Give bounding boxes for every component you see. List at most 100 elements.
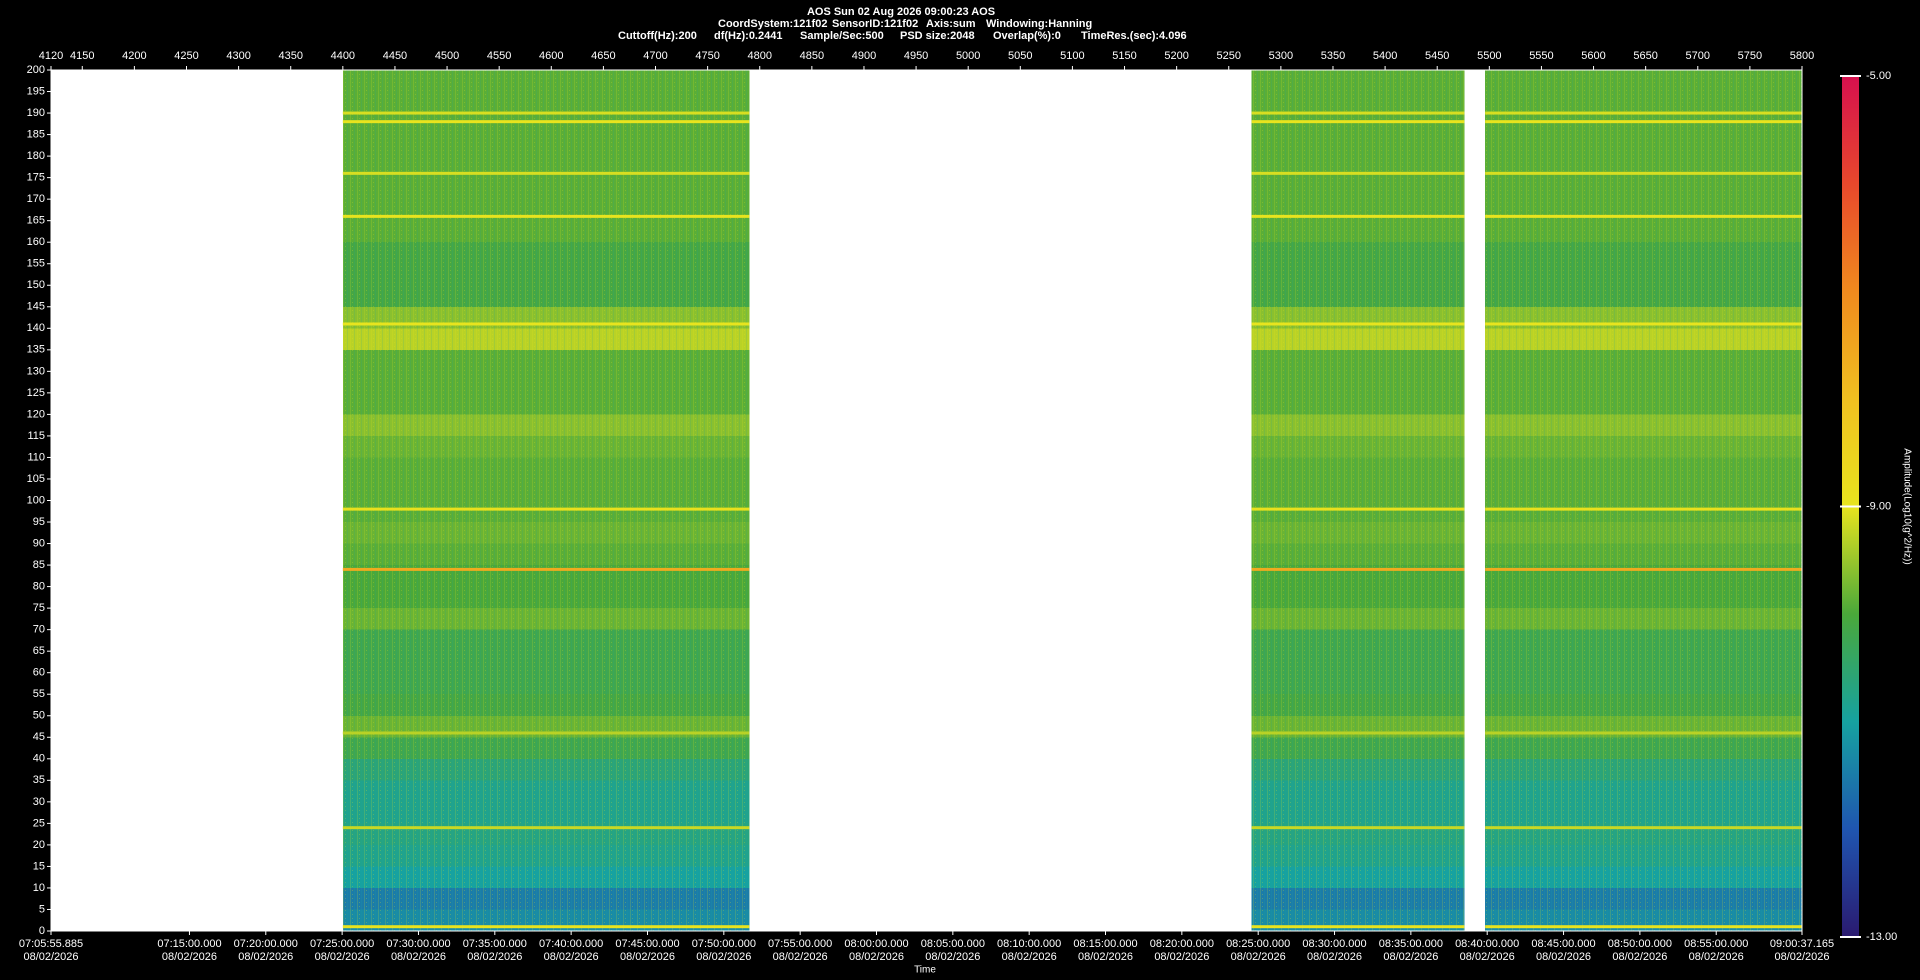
x-tick-label: 4550: [487, 50, 511, 62]
chart-title: AOS Sun 02 Aug 2026 09:00:23 AOS: [807, 6, 995, 18]
y-tick-label: 150: [27, 279, 45, 291]
tonal-line: [1251, 322, 1465, 326]
tonal-line: [1251, 731, 1465, 735]
time-tick-label: 07:35:00.000: [463, 938, 527, 950]
x-tick-label: 4700: [643, 50, 667, 62]
x-tick-label: 4800: [747, 50, 771, 62]
y-tick-label: 190: [27, 107, 45, 119]
y-tick-label: 140: [27, 322, 45, 334]
time-tick-date: 08/02/2026: [544, 951, 599, 963]
header-info: Axis:sum: [926, 18, 976, 30]
tonal-line: [342, 567, 750, 571]
y-tick-label: 130: [27, 365, 45, 377]
time-tick-date: 08/02/2026: [162, 951, 217, 963]
tonal-line: [1485, 214, 1802, 218]
texture: [1485, 70, 1802, 931]
time-tick-date: 08/02/2026: [1078, 951, 1133, 963]
tonal-line: [1251, 826, 1465, 830]
tonal-line: [342, 731, 750, 735]
x-tick-label: 4250: [174, 50, 198, 62]
x-tick-label: 4350: [278, 50, 302, 62]
time-tick-label: 08:40:00.000: [1455, 938, 1519, 950]
time-tick-label: 07:45:00.000: [615, 938, 679, 950]
time-tick-date: 08/02/2026: [1154, 951, 1209, 963]
time-tick-label: 08:10:00.000: [997, 938, 1061, 950]
y-tick-label: 100: [27, 494, 45, 506]
x-tick-label: 5050: [1008, 50, 1032, 62]
tonal-line: [1251, 567, 1465, 571]
y-tick-label: 175: [27, 172, 45, 184]
time-tick-label: 07:55:00.000: [768, 938, 832, 950]
time-tick-date: 08/02/2026: [467, 951, 522, 963]
y-tick-label: 80: [33, 581, 45, 593]
time-tick-date: 08/02/2026: [1774, 951, 1829, 963]
x-tick-label: 5600: [1581, 50, 1605, 62]
texture: [342, 70, 750, 931]
y-tick-label: 35: [33, 774, 45, 786]
y-tick-label: 155: [27, 258, 45, 270]
y-tick-label: 145: [27, 301, 45, 313]
header-info: Windowing:Hanning: [986, 18, 1092, 30]
tonal-line: [1485, 567, 1802, 571]
tonal-line: [1251, 214, 1465, 218]
header-info: PSD size:2048: [900, 30, 975, 42]
x-tick-label: 5300: [1269, 50, 1293, 62]
y-tick-label: 200: [27, 64, 45, 76]
x-tick-label: 5000: [956, 50, 980, 62]
x-tick-label: 4120: [39, 50, 63, 62]
y-tick-label: 85: [33, 559, 45, 571]
time-tick-date: 08/02/2026: [1307, 951, 1362, 963]
x-tick-label: 4450: [383, 50, 407, 62]
time-tick-label: 08:30:00.000: [1302, 938, 1366, 950]
header-info: SensorID:121f02: [832, 18, 918, 30]
header-info: CoordSystem:121f02: [718, 18, 827, 30]
x-tick-label: 4900: [852, 50, 876, 62]
y-tick-label: 15: [33, 860, 45, 872]
tonal-line: [342, 111, 750, 115]
x-tick-label: 5800: [1790, 50, 1814, 62]
x-tick-label: 5200: [1164, 50, 1188, 62]
time-tick-label: 09:00:37.165: [1770, 938, 1834, 950]
y-tick-label: 5: [39, 903, 45, 915]
tonal-line: [342, 507, 750, 511]
x-tick-label: 5350: [1321, 50, 1345, 62]
tonal-line: [1251, 171, 1465, 175]
x-tick-label: 4200: [122, 50, 146, 62]
y-tick-label: 0: [39, 925, 45, 937]
x-tick-label: 5400: [1373, 50, 1397, 62]
time-tick-date: 08/02/2026: [696, 951, 751, 963]
time-tick-date: 08/02/2026: [1231, 951, 1286, 963]
tonal-line: [342, 826, 750, 830]
x-tick-label: 5250: [1217, 50, 1241, 62]
y-tick-label: 45: [33, 731, 45, 743]
y-tick-label: 105: [27, 473, 45, 485]
y-tick-label: 95: [33, 516, 45, 528]
x-tick-label: 4500: [435, 50, 459, 62]
time-tick-label: 07:40:00.000: [539, 938, 603, 950]
time-tick-date: 08/02/2026: [620, 951, 675, 963]
tonal-line: [1485, 120, 1802, 124]
tonal-line: [1251, 507, 1465, 511]
x-axis-label: Time: [914, 965, 936, 976]
time-tick-date: 08/02/2026: [1689, 951, 1744, 963]
y-tick-label: 75: [33, 602, 45, 614]
time-tick-label: 08:35:00.000: [1379, 938, 1443, 950]
tonal-line: [342, 171, 750, 175]
y-tick-label: 60: [33, 667, 45, 679]
tonal-line: [1485, 731, 1802, 735]
tonal-line: [1485, 322, 1802, 326]
header-info: Cuttoff(Hz):200: [618, 30, 697, 42]
x-tick-label: 5750: [1738, 50, 1762, 62]
x-tick-label: 4950: [904, 50, 928, 62]
x-tick-label: 4300: [226, 50, 250, 62]
time-tick-label: 08:50:00.000: [1608, 938, 1672, 950]
y-tick-label: 40: [33, 753, 45, 765]
x-tick-label: 4400: [331, 50, 355, 62]
time-tick-date: 08/02/2026: [1383, 951, 1438, 963]
header-info: TimeRes.(sec):4.096: [1081, 30, 1187, 42]
tonal-line: [1485, 925, 1802, 929]
tonal-line: [1485, 171, 1802, 175]
time-tick-date: 08/02/2026: [925, 951, 980, 963]
tonal-line: [1485, 826, 1802, 830]
time-tick-label: 07:15:00.000: [157, 938, 221, 950]
